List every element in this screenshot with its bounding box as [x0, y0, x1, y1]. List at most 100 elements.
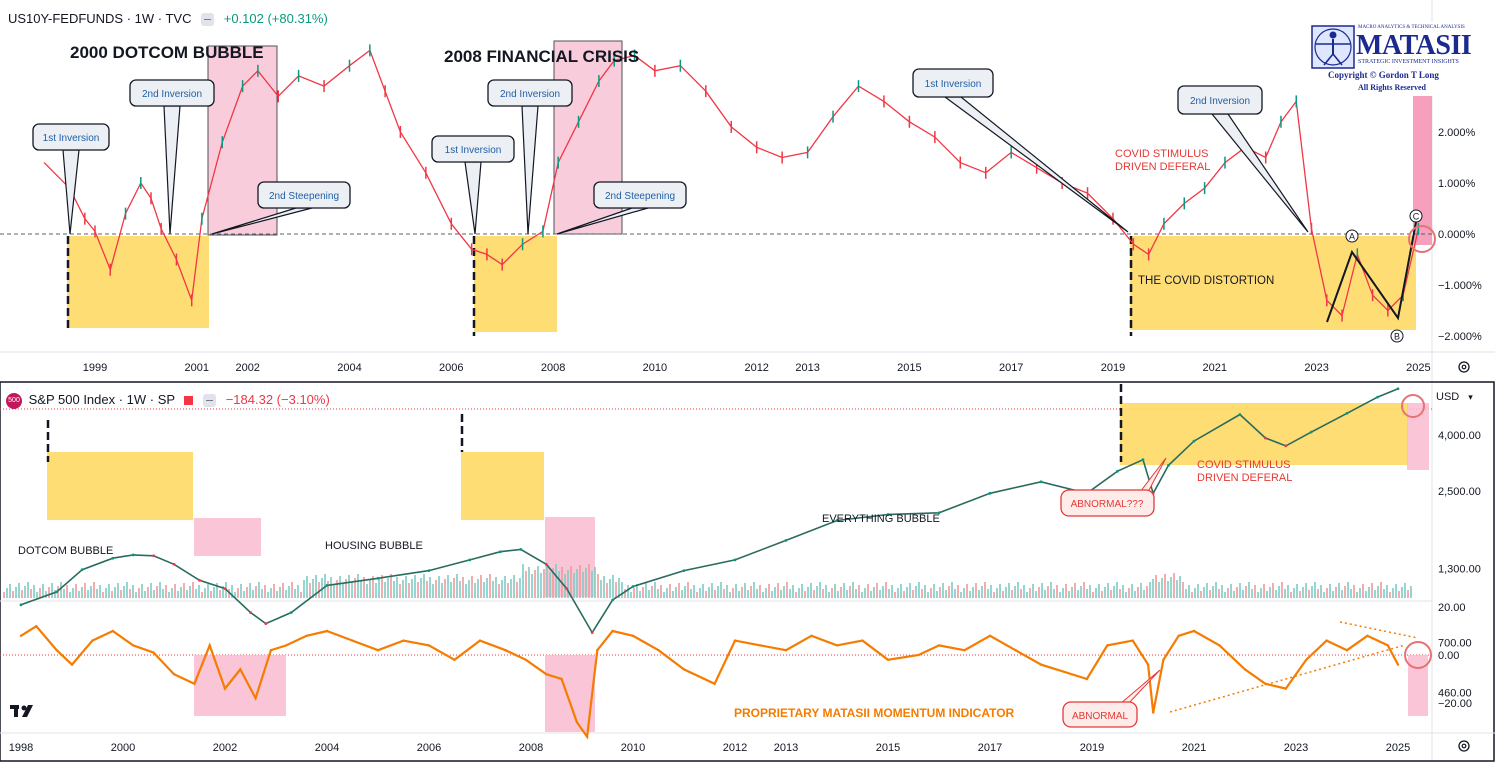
dotcom-title: 2000 DOTCOM BUBBLE — [70, 43, 264, 62]
volume-bar — [1236, 587, 1238, 598]
x-tick-label: 2000 — [111, 742, 135, 754]
volume-bar — [1389, 592, 1391, 598]
volume-bar — [813, 590, 815, 598]
x-tick-label: 2012 — [744, 362, 768, 374]
volume-bar — [1005, 587, 1007, 598]
momentum-point — [1162, 658, 1165, 661]
flag-icon[interactable] — [184, 396, 194, 406]
y-tick-label: 1.000% — [1438, 178, 1476, 190]
volume-bar — [732, 588, 734, 598]
volume-bar — [1032, 584, 1034, 598]
volume-bar — [966, 584, 968, 598]
gear-icon[interactable] — [1456, 738, 1472, 754]
volume-bar — [489, 574, 491, 598]
volume-bar — [444, 579, 446, 598]
volume-bar — [1197, 584, 1199, 598]
volume-bar — [543, 569, 545, 598]
sp500-point — [988, 491, 992, 495]
gear-icon[interactable] — [1456, 359, 1472, 375]
volume-bar — [237, 588, 239, 598]
volume-bar — [936, 591, 938, 598]
volume-bar — [210, 591, 212, 598]
volume-bar — [645, 583, 647, 598]
volume-bar — [783, 586, 785, 598]
bear-zone — [194, 518, 261, 556]
volume-bar — [27, 582, 29, 598]
volume-bar — [771, 591, 773, 598]
sp500-point — [1141, 458, 1145, 462]
sp500-point — [468, 558, 472, 562]
volume-bar — [201, 592, 203, 598]
volume-bar — [468, 580, 470, 598]
sp500-point — [427, 569, 431, 572]
volume-bar — [684, 586, 686, 598]
volume-bar — [471, 576, 473, 598]
volume-bar — [1212, 586, 1214, 598]
volume-bar — [1071, 587, 1073, 598]
volume-bar — [1293, 588, 1295, 598]
volume-bar — [96, 589, 98, 598]
volume-bar — [24, 586, 26, 598]
volume-bar — [801, 584, 803, 598]
volume-bar — [909, 583, 911, 598]
momentum-point — [55, 649, 58, 652]
top-pane-legend[interactable]: US10Y-FEDFUNDS · 1W · TVC +0.102 (+80.31… — [8, 11, 328, 27]
tradingview-logo[interactable] — [10, 703, 42, 719]
volume-bar — [846, 590, 848, 598]
y-tick-label: 2,500.00 — [1438, 486, 1481, 498]
collapse-legend-icon[interactable] — [203, 394, 217, 408]
volume-bar — [1272, 583, 1274, 598]
volume-bar — [531, 574, 533, 598]
volume-bar — [1239, 583, 1241, 598]
volume-bar — [972, 587, 974, 598]
callout-label: 1st Inversion — [445, 145, 502, 156]
currency-selector[interactable]: USD ▾ — [1436, 391, 1486, 403]
volume-bar — [975, 583, 977, 598]
volume-bar — [81, 587, 83, 598]
momentum-point — [1396, 663, 1400, 666]
collapse-legend-icon[interactable] — [201, 13, 215, 27]
bubble-zone — [1120, 403, 1408, 465]
volume-bar — [1014, 586, 1016, 598]
momentum-point — [111, 629, 115, 633]
wave-label-b: B — [1394, 332, 1400, 342]
covid-distortion-label: THE COVID DISTORTION — [1138, 275, 1274, 287]
callout-label: 2nd Steepening — [605, 191, 675, 202]
volume-bar — [903, 591, 905, 598]
volume-bar — [933, 584, 935, 598]
volume-bar — [636, 584, 638, 598]
volume-bar — [666, 588, 668, 598]
volume-bar — [1092, 592, 1094, 598]
momentum-point — [1106, 644, 1109, 647]
volume-bar — [1368, 587, 1370, 598]
volume-bar — [1410, 586, 1412, 598]
sp500-point — [682, 569, 686, 572]
volume-bar — [363, 577, 365, 598]
momentum-point — [631, 634, 635, 637]
volume-bar — [126, 582, 128, 598]
bottom-symbol-label: S&P 500 Index · 1W · SP — [28, 392, 175, 407]
volume-bar — [618, 578, 620, 598]
volume-bar — [855, 589, 857, 598]
volume-bar — [930, 588, 932, 598]
volume-bar — [1137, 587, 1139, 598]
volume-bar — [1263, 584, 1265, 598]
abnormal-callout-label: ABNORMAL — [1072, 711, 1129, 722]
sp500-point — [55, 590, 59, 594]
volume-bar — [663, 592, 665, 598]
volume-bar — [135, 592, 137, 598]
volume-bar — [519, 578, 521, 598]
volume-bar — [147, 587, 149, 598]
volume-bar — [831, 588, 833, 598]
volume-bar — [297, 585, 299, 598]
volume-bar — [1341, 590, 1343, 598]
bottom-pane-legend[interactable]: 500 S&P 500 Index · 1W · SP −184.32 (−3.… — [6, 392, 330, 409]
momentum-point — [223, 687, 227, 690]
x-tick-label: 2010 — [643, 362, 667, 374]
sp500-point — [19, 603, 23, 607]
volume-bar — [1353, 585, 1355, 598]
momentum-point — [376, 649, 380, 652]
volume-bar — [786, 582, 788, 598]
volume-bar — [1158, 582, 1160, 598]
